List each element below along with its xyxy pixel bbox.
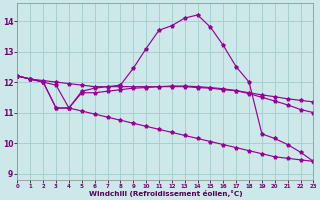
X-axis label: Windchill (Refroidissement éolien,°C): Windchill (Refroidissement éolien,°C)	[89, 190, 242, 197]
